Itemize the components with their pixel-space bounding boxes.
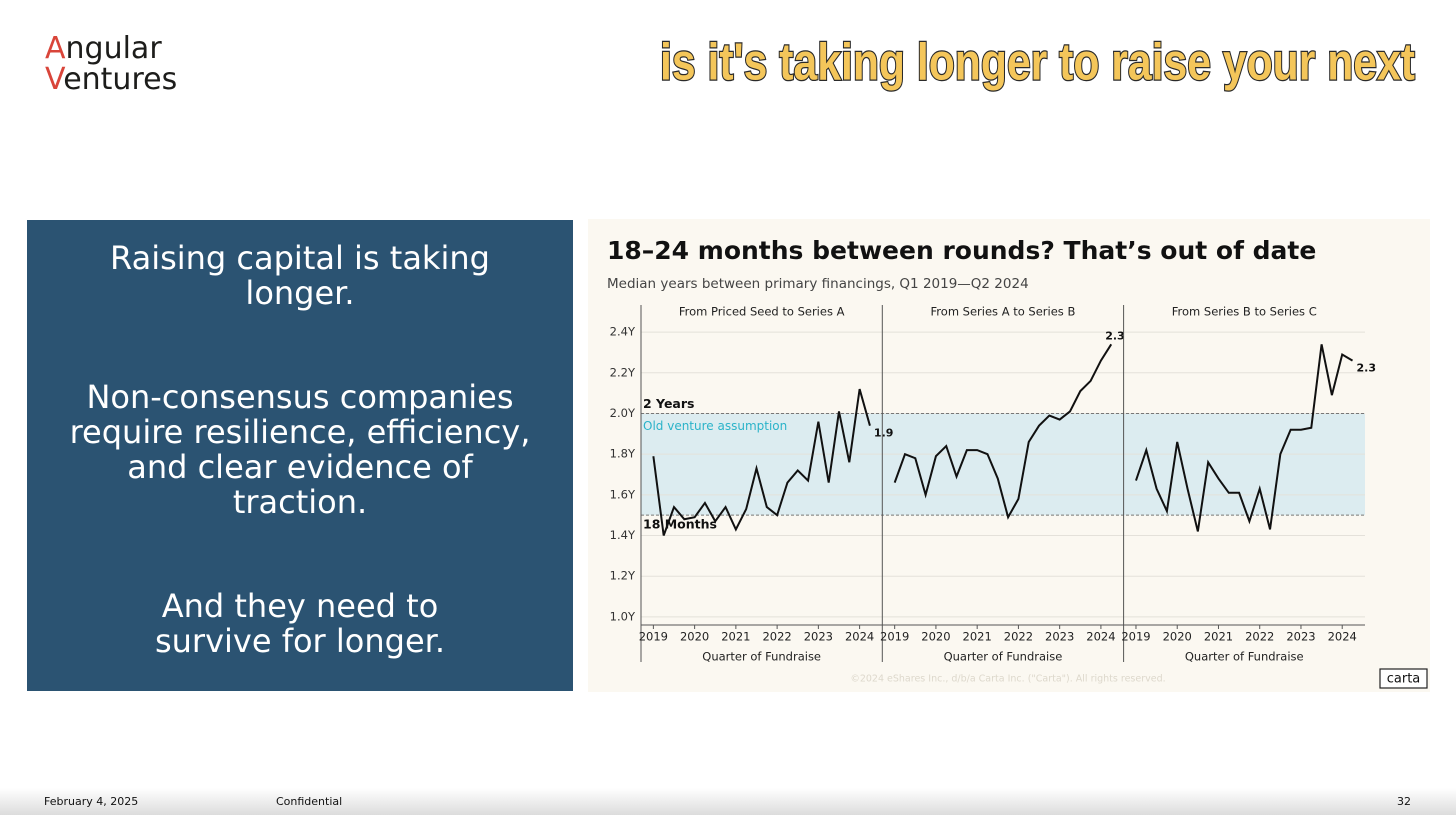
value-label: 1.9: [874, 427, 894, 440]
x-tick-label: 2019: [1121, 630, 1150, 644]
data-line: [893, 343, 1113, 520]
band-label: Old venture assumption: [643, 419, 787, 433]
panel-text: require resilience, efficiency,: [70, 413, 531, 451]
y-tick-label: 2.4Y: [610, 325, 636, 339]
chart-title: 18–24 months between rounds? That’s out …: [607, 236, 1316, 265]
x-axis-label: Quarter of Fundraise: [702, 650, 821, 664]
logo-line: Angular: [45, 31, 162, 66]
panel-text: longer.: [245, 274, 354, 312]
x-tick-label: 2021: [963, 630, 992, 644]
x-tick-label: 2020: [1163, 630, 1192, 644]
x-tick-label: 2024: [1086, 630, 1115, 644]
x-tick-label: 2020: [680, 630, 709, 644]
x-tick-label: 2022: [1245, 630, 1274, 644]
x-tick-label: 2021: [721, 630, 750, 644]
y-tick-label: 1.6Y: [610, 487, 636, 501]
x-tick-label: 2023: [1286, 630, 1315, 644]
y-tick-label: 1.0Y: [610, 609, 636, 623]
x-tick-label: 2024: [845, 630, 874, 644]
footer-bar: [0, 788, 1456, 815]
x-tick-label: 2019: [880, 630, 909, 644]
panel-text: Raising capital is taking: [110, 239, 490, 277]
chart-subtitle: Median years between primary financings,…: [607, 276, 1029, 292]
x-tick-label: 2019: [639, 630, 668, 644]
x-tick-label: 2024: [1328, 630, 1357, 644]
source-logo: carta: [1387, 672, 1421, 687]
logo-line: Ventures: [45, 62, 177, 97]
logo-initial: V: [45, 62, 66, 97]
data-line: [652, 388, 871, 536]
logo-rest: entures: [63, 62, 177, 97]
y-tick-label: 1.2Y: [610, 569, 636, 583]
panel-text: survive for longer.: [155, 622, 445, 660]
panel-text: traction.: [233, 483, 367, 521]
value-label: 2.3: [1357, 362, 1377, 375]
footer-label: Confidential: [276, 795, 342, 808]
band-upper-label: 2 Years: [643, 396, 694, 411]
caption: is it's taking longer to raise your next: [660, 34, 1415, 92]
data-line: [1135, 344, 1354, 532]
y-tick-label: 2.0Y: [610, 406, 636, 420]
y-tick-label: 1.8Y: [610, 447, 636, 461]
x-axis-label: Quarter of Fundraise: [1185, 650, 1304, 664]
panel-title: From Series A to Series B: [931, 305, 1076, 319]
x-tick-label: 2022: [1004, 630, 1033, 644]
panel-text: and clear evidence of: [127, 448, 473, 486]
copyright: ©2024 eShares Inc., d/b/a Carta Inc. ("C…: [850, 674, 1165, 685]
source-logo-box: [1379, 668, 1428, 689]
value-label: 2.3: [1105, 329, 1125, 342]
band-lower-label: 18 Months: [643, 517, 717, 532]
y-tick-label: 1.4Y: [610, 528, 636, 542]
panel-title: From Priced Seed to Series A: [679, 305, 845, 319]
x-tick-label: 2023: [1045, 630, 1074, 644]
logo-rest: ngular: [66, 31, 163, 66]
y-tick-label: 2.2Y: [610, 365, 636, 379]
x-tick-label: 2022: [762, 630, 791, 644]
panel-text: And they need to: [162, 587, 439, 625]
x-tick-label: 2021: [1204, 630, 1233, 644]
footer-date: February 4, 2025: [44, 795, 138, 808]
text-panel: [27, 220, 573, 691]
x-axis-label: Quarter of Fundraise: [944, 650, 1063, 664]
logo-initial: A: [45, 31, 66, 66]
x-tick-label: 2020: [921, 630, 950, 644]
panel-title: From Series B to Series C: [1172, 305, 1317, 319]
x-tick-label: 2023: [804, 630, 833, 644]
page-number: 32: [1397, 795, 1411, 808]
panel-text: Non-consensus companies: [86, 378, 513, 416]
